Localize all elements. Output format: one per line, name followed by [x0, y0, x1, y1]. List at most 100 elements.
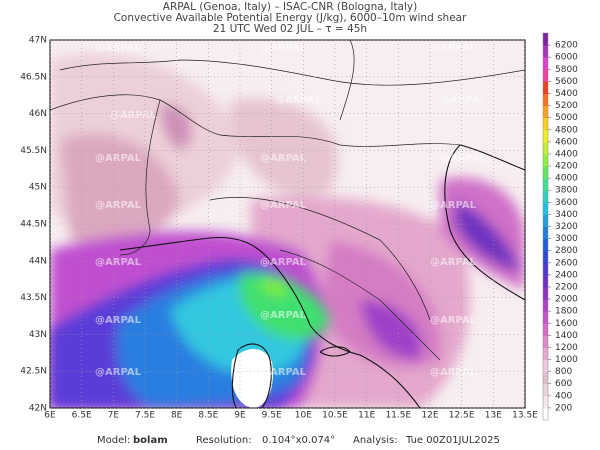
lon-label: 6.5E [72, 411, 92, 421]
colorbar-label: 3800 [555, 186, 578, 196]
colorbar-label: 200 [555, 403, 572, 413]
lat-label: 42N [29, 404, 47, 414]
colorbar-swatch [543, 69, 548, 82]
colorbar-label: 2200 [555, 282, 578, 292]
lat-label: 42.5N [20, 367, 47, 377]
colorbar-label: 1000 [555, 355, 578, 365]
watermark: @ARPAL [95, 315, 142, 326]
colorbar-swatch [543, 383, 548, 397]
colorbar-swatch [543, 141, 548, 155]
cape-field [50, 40, 525, 408]
lon-label: 7E [108, 411, 120, 421]
colorbar-swatch [543, 214, 548, 227]
colorbar-swatch [543, 81, 548, 94]
colorbar-swatch [543, 105, 548, 119]
footer-value: bolam [133, 435, 168, 446]
colorbar-swatch [543, 93, 548, 107]
colorbar-swatch [543, 226, 548, 240]
lat-label: 46N [29, 109, 47, 119]
watermark: @ARPAL [95, 257, 142, 268]
colorbar-label: 6000 [555, 53, 578, 63]
colorbar-label: 2600 [555, 258, 578, 268]
colorbar-label: 600 [555, 379, 572, 389]
footer-label: Analysis: [353, 435, 398, 446]
watermark: @ARPAL [440, 95, 487, 106]
colorbar-label: 5000 [555, 113, 578, 123]
lat-label: 43N [29, 330, 47, 340]
colorbar-label: 4200 [555, 162, 578, 172]
lat-label: 45N [29, 183, 47, 193]
watermark: @ARPAL [260, 310, 307, 321]
colorbar-swatch [543, 395, 548, 409]
lon-label: 12.5E [449, 411, 475, 421]
colorbar-label: 3200 [555, 222, 578, 232]
colorbar-swatch [543, 117, 548, 131]
colorbar-swatch [543, 166, 548, 179]
watermark: @ARPAL [95, 153, 142, 164]
lat-label: 45.5N [20, 146, 47, 156]
colorbar-label: 1600 [555, 319, 578, 329]
watermark: @ARPAL [430, 200, 477, 211]
colorbar-label: 800 [555, 367, 572, 377]
colorbar-swatch [543, 371, 548, 385]
watermark: @ARPAL [260, 153, 307, 164]
colorbar-swatch [543, 238, 548, 252]
colorbar-label: 3400 [555, 210, 578, 220]
colorbar-swatch [543, 45, 548, 58]
colorbar-label: 3600 [555, 198, 578, 208]
watermark: @ARPAL [430, 257, 477, 268]
title-line: ARPAL (Genoa, Italy) – ISAC-CNR (Bologna… [163, 1, 417, 13]
colorbar-label: 1800 [555, 307, 578, 317]
lat-label: 47N [29, 36, 47, 46]
colorbar-label: 5200 [555, 101, 578, 111]
lon-label: 9E [234, 411, 246, 421]
lon-label: 11.5E [385, 411, 411, 421]
title-line: Convective Available Potential Energy (J… [114, 12, 468, 24]
colorbar-swatch [543, 153, 548, 167]
lon-label: 7.5E [135, 411, 155, 421]
lon-label: 11E [358, 411, 375, 421]
colorbar-swatch [543, 323, 548, 336]
lon-label: 8.5E [198, 411, 218, 421]
colorbar-swatch [543, 274, 548, 288]
colorbar-swatch [543, 286, 548, 300]
colorbar-swatch [543, 359, 548, 373]
lat-label: 44N [29, 256, 47, 266]
colorbar-label: 2400 [555, 270, 578, 280]
watermark: @ARPAL [260, 200, 307, 211]
colorbar-swatch [543, 129, 548, 143]
footer-value: Tue 00Z01JUL2025 [405, 435, 500, 446]
colorbar-swatch [543, 311, 548, 324]
watermark: @ARPAL [95, 367, 142, 378]
watermark: @ARPAL [110, 110, 157, 121]
colorbar-swatch [543, 347, 548, 361]
lon-label: 13E [485, 411, 502, 421]
title-line: 21 UTC Wed 02 JUL – τ = 45h [213, 23, 367, 35]
watermark: @ARPAL [430, 43, 477, 54]
colorbar-label: 3000 [555, 234, 578, 244]
colorbar-label: 1200 [555, 343, 578, 353]
lon-label: 8E [171, 411, 183, 421]
footer-label: Model: [97, 435, 130, 446]
colorbar-swatch [543, 190, 548, 203]
colorbar-label: 4600 [555, 137, 578, 147]
lon-label: 12E [421, 411, 438, 421]
lon-label: 10.5E [322, 411, 348, 421]
lon-label: 10E [295, 411, 312, 421]
colorbar-swatch [543, 262, 548, 276]
colorbar-swatch [543, 178, 548, 191]
colorbar-label: 2800 [555, 246, 578, 256]
colorbar-swatch [543, 202, 548, 215]
lon-label: 13.5E [512, 411, 538, 421]
colorbar-swatch [543, 33, 548, 46]
colorbar-label: 6200 [555, 41, 578, 51]
lon-label: 6E [44, 411, 56, 421]
watermark: @ARPAL [430, 315, 477, 326]
colorbar-label: 2000 [555, 295, 578, 305]
colorbar-label: 4400 [555, 149, 578, 159]
colorbar-swatch [543, 57, 548, 70]
lon-label: 9.5E [262, 411, 282, 421]
colorbar-swatch [543, 299, 548, 312]
